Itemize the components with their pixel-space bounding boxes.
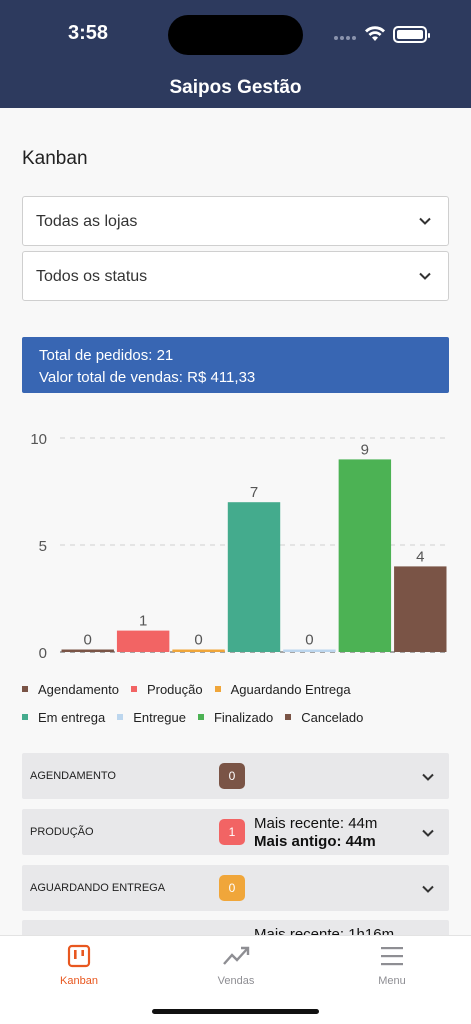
legend-swatch — [214, 686, 221, 692]
legend-item[interactable]: Produção — [130, 681, 203, 697]
battery-icon — [393, 26, 430, 43]
tab-kanban[interactable]: Kanban — [39, 944, 119, 987]
kanban-row-producao[interactable]: PRODUÇÃO 1 Mais recente: 44m Mais antigo… — [22, 809, 449, 855]
trend-chart-icon — [223, 946, 250, 965]
app-title: Saipos Gestão — [169, 77, 302, 98]
legend-swatch — [130, 686, 137, 692]
legend-label: Aguardando Entrega — [230, 681, 351, 697]
kanban-times: Mais recente: 44m Mais antigo: 44m — [254, 815, 377, 851]
legend-item[interactable]: Aguardando Entrega — [214, 681, 351, 697]
most-recent: Mais recente: 44m — [254, 815, 378, 832]
bar — [283, 649, 336, 652]
legend-label: Em entrega — [38, 709, 106, 725]
status-time: 3:58 — [68, 22, 109, 44]
kanban-row-aguardando-entrega[interactable]: AGUARDANDO ENTREGA 0 — [22, 865, 449, 911]
page-title: Kanban — [22, 148, 88, 169]
bar — [227, 502, 281, 652]
wifi-icon — [365, 26, 385, 41]
store-select-value: Todas as lojas — [36, 213, 138, 230]
y-tick-label: 5 — [39, 538, 47, 555]
kanban-row-name: AGENDAMENTO — [30, 770, 116, 782]
tab-label: Vendas — [217, 975, 255, 987]
bar-value-label: 0 — [84, 632, 92, 649]
bar-value-label: 4 — [416, 548, 424, 565]
bar-value-label: 7 — [250, 484, 258, 501]
legend-swatch — [285, 714, 292, 720]
status-select[interactable]: Todos os status — [22, 251, 449, 301]
kanban-row-agendamento[interactable]: AGENDAMENTO 0 — [22, 753, 449, 799]
chevron-down-icon — [419, 272, 431, 280]
bar-value-label: 9 — [361, 441, 369, 458]
kanban-row-name: PRODUÇÃO — [30, 826, 94, 838]
chevron-down-icon — [422, 885, 434, 893]
legend-item[interactable]: Finalizado — [197, 709, 274, 725]
legend-item[interactable]: Em entrega — [22, 710, 105, 725]
tab-label: Menu — [378, 975, 406, 987]
total-orders: Total de pedidos: 21 — [39, 347, 174, 364]
bar — [338, 459, 392, 652]
chart-legend: Agendamento Produção Aguardando Entrega … — [22, 675, 462, 731]
total-sales: Valor total de vendas: R$ 411,33 — [39, 369, 256, 386]
store-select[interactable]: Todas as lojas — [22, 196, 449, 246]
tab-menu[interactable]: Menu — [352, 944, 432, 987]
kanban-count-badge: 1 — [219, 819, 245, 845]
kanban-count-badge: 0 — [219, 763, 245, 789]
legend-swatch — [22, 714, 28, 720]
y-tick-label: 10 — [30, 431, 47, 448]
legend-swatch — [197, 714, 204, 720]
bar-value-label: 0 — [194, 632, 202, 649]
legend-label: Entregue — [133, 709, 186, 725]
bar — [172, 649, 225, 652]
legend-swatch — [22, 686, 28, 692]
bar — [61, 649, 114, 652]
oldest: Mais antigo: 44m — [254, 833, 376, 850]
tab-vendas[interactable]: Vendas — [196, 944, 276, 987]
bar-value-label: 0 — [305, 632, 313, 649]
legend-item[interactable]: Agendamento — [22, 682, 119, 697]
chevron-down-icon — [422, 773, 434, 781]
status-select-value: Todos os status — [36, 268, 148, 285]
kanban-icon — [67, 944, 91, 968]
chevron-down-icon — [422, 829, 434, 837]
legend-swatch — [117, 714, 124, 720]
legend-label: Produção — [146, 681, 203, 697]
summary-banner: Total de pedidos: 21 Valor total de vend… — [22, 337, 449, 393]
bar-value-label: 1 — [139, 613, 147, 630]
legend-label: Finalizado — [213, 709, 274, 725]
bar — [394, 566, 447, 652]
bar — [116, 630, 170, 652]
legend-item[interactable]: Cancelado — [285, 710, 363, 725]
kanban-row-name: AGUARDANDO ENTREGA — [30, 882, 166, 894]
cellular-signal-icon — [334, 36, 356, 40]
tab-label: Kanban — [60, 975, 98, 987]
legend-label: Cancelado — [301, 709, 364, 725]
y-tick-label: 0 — [39, 645, 47, 662]
app-header: 3:58 Saipos Gestão — [0, 0, 471, 108]
hamburger-menu-icon — [381, 947, 403, 966]
home-indicator — [152, 1009, 319, 1014]
legend-label: Agendamento — [38, 681, 119, 697]
legend-item[interactable]: Entregue — [117, 710, 186, 725]
chevron-down-icon — [419, 217, 431, 225]
dynamic-island — [168, 15, 303, 55]
kanban-count-badge: 0 — [219, 875, 245, 901]
